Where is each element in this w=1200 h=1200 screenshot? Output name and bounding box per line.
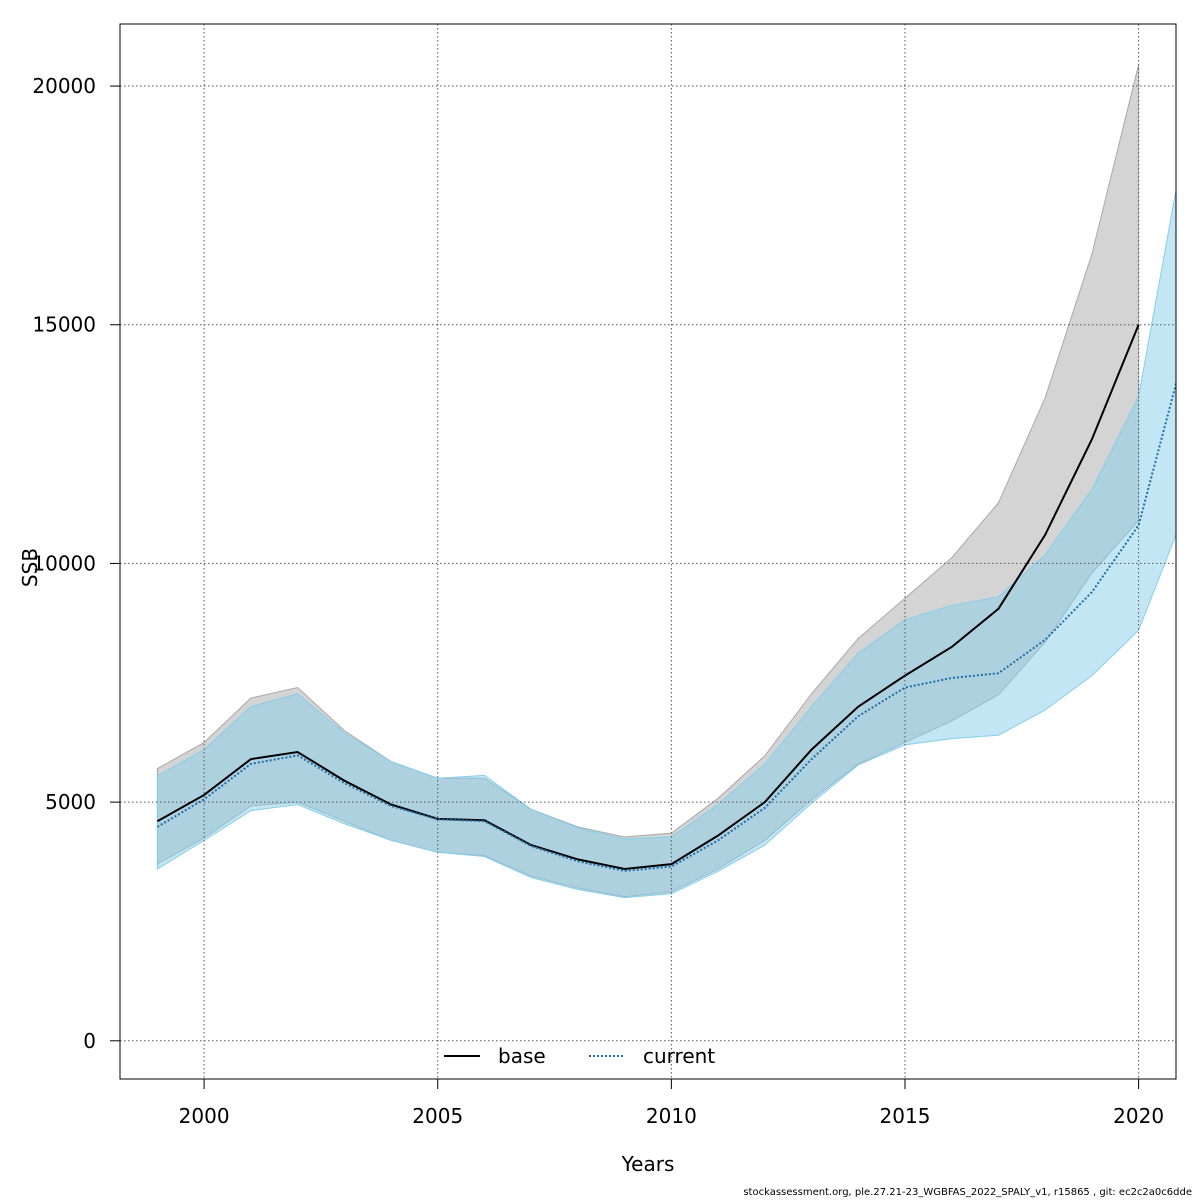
axes: 2000 2005 2010 2015 2020 0 5000 10000 15000 20000 — [32, 74, 1164, 1128]
x-tick-label: 2015 — [880, 1104, 931, 1128]
legend-label-base: base — [498, 1044, 546, 1068]
series-lines — [156, 324, 1176, 872]
legend: base current — [444, 1044, 715, 1068]
x-tick-label: 2000 — [179, 1104, 230, 1128]
series-line-base — [156, 324, 1140, 870]
grid-lines — [120, 24, 1176, 1079]
x-axis-title: Years — [621, 1152, 675, 1176]
y-tick-label: 10000 — [32, 551, 96, 575]
legend-label-current: current — [643, 1044, 715, 1068]
series-line-current — [156, 380, 1176, 872]
y-tick-label: 0 — [83, 1029, 96, 1053]
x-tick-label: 2005 — [412, 1104, 463, 1128]
band-current — [156, 187, 1176, 899]
x-tick-label: 2010 — [646, 1104, 697, 1128]
y-tick-label: 5000 — [45, 790, 96, 814]
y-axis-title: SSB — [18, 548, 42, 587]
y-tick-label: 15000 — [32, 313, 96, 337]
footer-source-text: stockassessment.org, ple.27.21-23_WGBFAS… — [743, 1187, 1192, 1198]
plot-frame — [119, 23, 1177, 1080]
y-tick-label: 20000 — [32, 74, 96, 98]
x-tick-label: 2020 — [1113, 1104, 1164, 1128]
